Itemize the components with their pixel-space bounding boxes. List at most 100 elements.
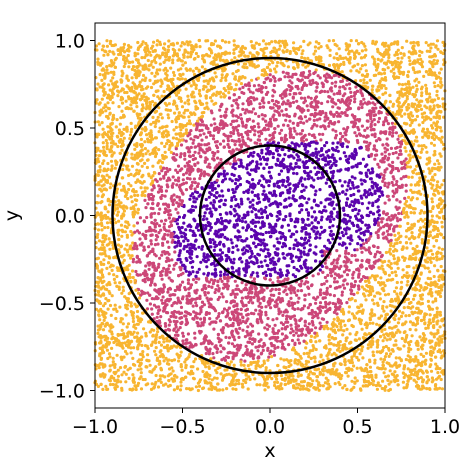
data-point [373,294,377,298]
data-point [157,212,161,216]
data-point [282,123,286,127]
data-point [233,181,238,186]
data-point [241,75,245,79]
data-point [256,181,261,185]
data-point [253,224,258,228]
data-point [240,382,244,386]
data-point [303,324,307,328]
data-point [306,177,311,181]
data-point [360,124,364,128]
data-point [420,238,424,242]
data-point [263,259,267,263]
data-point [300,52,304,56]
data-point [335,203,339,207]
data-point [191,278,196,282]
data-point [435,183,439,187]
data-point [186,332,190,336]
data-point [195,296,199,300]
data-point [298,387,302,391]
data-point [399,160,403,164]
data-point [189,194,193,198]
data-point [164,356,168,360]
data-point [232,257,236,261]
data-point [164,259,168,263]
data-point [177,48,181,52]
data-point [302,81,307,85]
data-point [121,167,125,172]
data-point [129,121,133,125]
data-point [210,378,214,382]
data-point [104,384,108,388]
data-point [259,162,263,166]
data-point [348,187,352,191]
data-point [399,359,403,363]
data-point [432,178,436,182]
data-point [130,152,134,156]
data-point [170,194,174,198]
data-point [381,267,385,271]
data-point [424,326,428,330]
data-point [353,248,357,252]
data-point [97,239,101,243]
data-point [352,186,356,190]
data-point [404,189,408,193]
data-point [190,180,195,184]
data-point [220,76,224,80]
data-point [199,324,203,328]
data-point [367,223,371,227]
data-point [281,158,285,162]
data-point [107,298,111,303]
data-point [395,145,399,150]
data-point [135,322,139,326]
data-point [368,321,372,325]
data-point [360,105,364,110]
data-point [420,91,424,95]
data-point [244,303,248,307]
data-point [254,215,258,219]
data-point [123,90,127,95]
data-point [289,85,293,89]
data-point [231,113,235,117]
data-point [131,373,135,377]
data-point [416,363,421,367]
data-point [141,78,145,82]
data-point [205,207,209,211]
data-point [264,85,268,90]
data-point [405,39,409,43]
data-point [97,366,101,370]
data-point [237,335,241,339]
data-point [436,84,440,88]
data-point [240,296,244,300]
data-point [219,270,223,274]
data-point [120,373,124,377]
data-point [266,157,270,161]
data-point [235,302,239,306]
data-point [319,218,323,222]
data-point [181,331,185,335]
data-point [105,65,109,69]
data-point [332,161,336,165]
data-point [407,237,411,241]
data-point [205,217,209,221]
data-point [286,65,290,69]
data-point [401,380,405,384]
data-point [424,351,428,355]
data-point [351,183,355,187]
data-point [371,321,375,325]
data-point [238,235,242,239]
data-point [313,166,317,170]
data-point [240,260,244,264]
data-point [170,359,174,363]
data-point [265,162,269,166]
data-point [325,279,329,283]
data-point [390,121,394,125]
data-point [342,286,347,290]
data-point [431,300,435,304]
data-point [184,171,188,175]
data-point [373,278,377,282]
data-point [350,200,354,204]
data-point [196,119,200,123]
data-point [356,242,360,246]
data-point [143,198,147,202]
data-point [268,351,273,355]
